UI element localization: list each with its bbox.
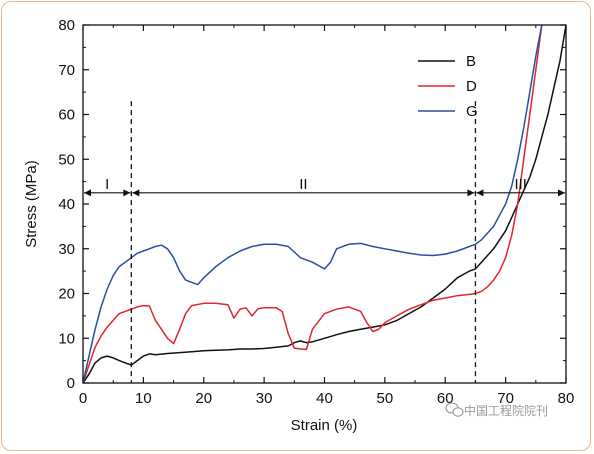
region-label: II	[299, 176, 307, 193]
y-tick-label: 50	[58, 151, 75, 168]
x-tick-label: 20	[195, 390, 212, 407]
y-tick-label: 10	[58, 330, 75, 347]
region-arrow-head-left	[476, 189, 484, 197]
x-tick-label: 10	[135, 390, 152, 407]
watermark-text: 中国工程院院刊	[464, 403, 548, 418]
series-layer	[83, 25, 566, 383]
x-tick-label: 60	[437, 390, 454, 407]
y-tick-label: 70	[58, 62, 75, 79]
series-line-G	[83, 25, 543, 383]
wechat-icon	[445, 402, 464, 417]
region-arrow-head-right	[123, 189, 131, 197]
x-axis-title: Strain (%)	[291, 417, 358, 434]
annotation-layer: I II III	[84, 101, 565, 383]
x-tick-label: 80	[558, 390, 575, 407]
x-tick-label: 70	[497, 390, 514, 407]
y-tick-label: 30	[58, 241, 75, 258]
region-arrow-head-left	[84, 189, 91, 197]
x-tick-label: 50	[377, 390, 394, 407]
x-tick-label: 0	[79, 390, 87, 407]
legend-label-D: D	[466, 78, 477, 95]
x-tick-label: 40	[316, 390, 333, 407]
legend-label-G: G	[466, 103, 478, 120]
legend: BDG	[418, 53, 478, 120]
plot-area-border	[82, 24, 567, 384]
region-arrow-head-right	[558, 189, 565, 197]
series-line-B	[83, 25, 566, 383]
legend-label-B: B	[466, 53, 476, 70]
region-arrow-head-left	[132, 189, 140, 197]
region-arrow-head-right	[467, 189, 475, 197]
region-label: I	[105, 176, 109, 193]
y-axis-title: Stress (MPa)	[23, 160, 40, 248]
series-line-D	[83, 25, 543, 383]
y-tick-label: 40	[58, 196, 75, 213]
region-label: III	[514, 176, 527, 193]
x-tick-label: 30	[256, 390, 273, 407]
y-tick-label: 60	[58, 107, 75, 124]
y-tick-label: 0	[67, 375, 75, 392]
tick-layer: 0 10 20 30 40 50 60 70 80 0 10 20 30 40 50 60 70 80	[58, 17, 574, 407]
y-tick-label: 80	[58, 17, 75, 34]
watermark: 中国工程院院刊	[445, 402, 548, 418]
y-tick-label: 20	[58, 286, 75, 303]
